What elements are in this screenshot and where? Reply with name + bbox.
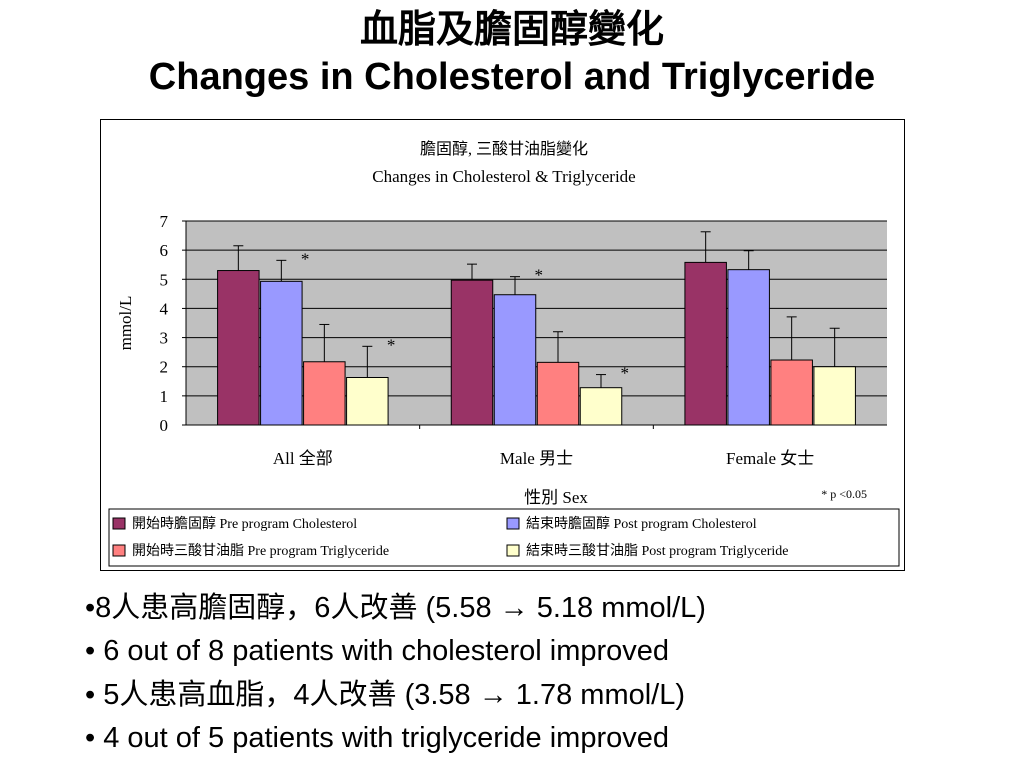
x-tick-label: Female 女士 [726, 449, 814, 468]
bar [579, 387, 623, 426]
bar [727, 269, 770, 426]
bar [303, 361, 346, 426]
bullet-triglyceride-zh: • 5人患高血脂，4人改善 (3.58 → 1.78 mmol/L) [85, 677, 686, 711]
bar [450, 279, 494, 426]
slide-title-en: Changes in Cholesterol and Triglyceride [148, 56, 876, 98]
significance-star: * [621, 364, 630, 383]
legend-swatch [506, 544, 520, 557]
y-axis-label: mmol/L [116, 296, 135, 351]
bullet-cholesterol-zh: •8人患高膽固醇，6人改善 (5.58 → 5.18 mmol/L) [85, 590, 706, 624]
y-tick-label: 7 [160, 212, 169, 231]
bar [813, 366, 856, 426]
slide-title-zh: 血脂及膽固醇變化 [359, 6, 664, 51]
bar [684, 261, 727, 426]
significance-star: * [535, 266, 544, 285]
chart-title-zh: 膽固醇, 三酸甘油脂變化 [420, 140, 588, 158]
significance-star: * [387, 335, 396, 354]
bar-chart: 膽固醇, 三酸甘油脂變化 Changes in Cholesterol & Tr… [108, 140, 900, 567]
legend-label: 開始時膽固醇 Pre program Cholesterol [132, 515, 357, 532]
x-axis-label: 性別 Sex [524, 488, 588, 507]
bullet-list: •8人患高膽固醇，6人改善 (5.58 → 5.18 mmol/L) • 6 o… [85, 586, 1005, 760]
chart-frame: 膽固醇, 三酸甘油脂變化 Changes in Cholesterol & Tr… [100, 119, 905, 571]
bullet-cholesterol-en: • 6 out of 8 patients with cholesterol i… [85, 635, 670, 667]
bar [346, 376, 389, 426]
legend-swatch [112, 544, 126, 557]
y-tick-label: 2 [160, 358, 169, 377]
slide-title: 血脂及膽固醇變化 Changes in Cholesterol and Trig… [0, 6, 1024, 102]
plot-background [186, 221, 887, 425]
bar [217, 270, 260, 426]
bullet-triglyceride-en: • 4 out of 5 patients with triglyceride … [85, 722, 669, 754]
y-tick-label: 0 [160, 416, 169, 435]
significance-star: * [301, 249, 310, 268]
bar [493, 294, 537, 426]
x-tick-label: All 全部 [273, 449, 333, 468]
chart-title-en: Changes in Cholesterol & Triglyceride [372, 167, 635, 186]
legend-label: 結束時三酸甘油脂 Post program Triglyceride [526, 543, 789, 559]
bar [536, 361, 580, 426]
y-tick-label: 3 [160, 329, 169, 348]
legend-label: 開始時三酸甘油脂 Pre program Triglyceride [132, 543, 389, 559]
bar [260, 280, 303, 426]
y-tick-label: 6 [160, 241, 169, 260]
significance-note: * p <0.05 [821, 487, 867, 501]
legend-swatch [506, 517, 520, 530]
legend-swatch [112, 517, 126, 530]
y-tick-label: 1 [160, 387, 169, 406]
x-tick-label: Male 男士 [500, 449, 573, 468]
bar [770, 359, 813, 426]
y-tick-label: 5 [160, 270, 169, 289]
legend-box [108, 508, 900, 567]
y-tick-label: 4 [160, 299, 169, 318]
legend-label: 結束時膽固醇 Post program Cholesterol [526, 515, 757, 532]
